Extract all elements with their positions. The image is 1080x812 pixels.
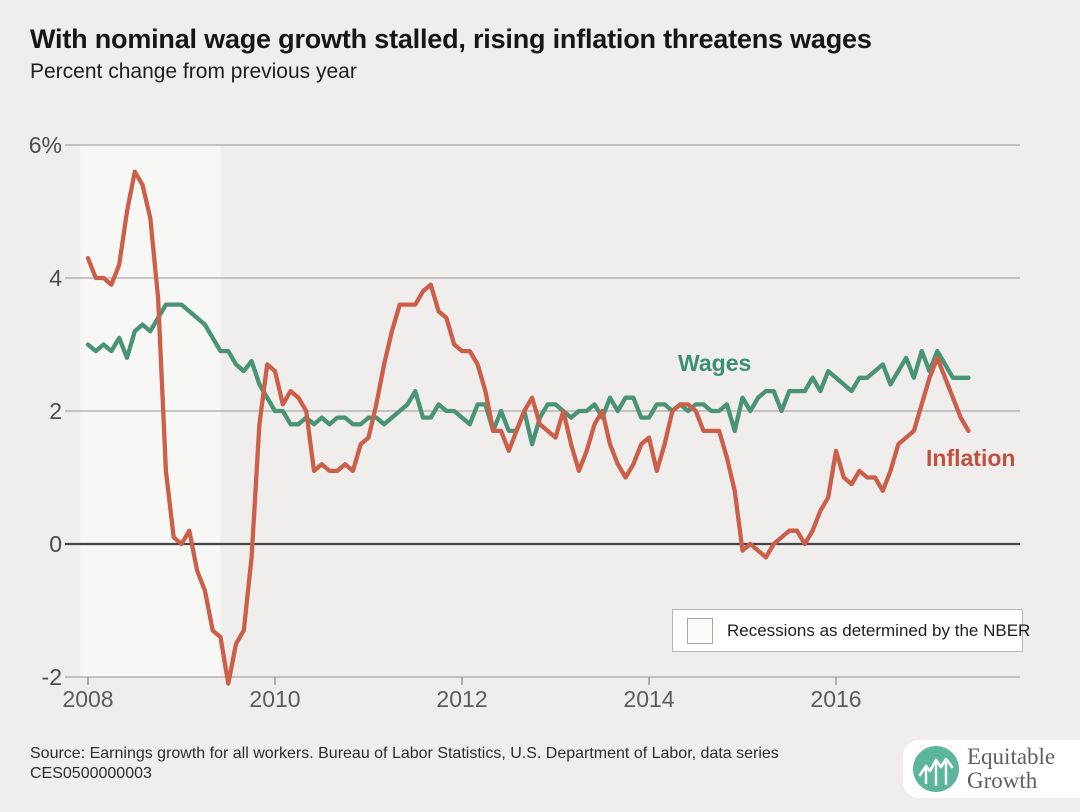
x-axis-label-2008: 2008: [62, 686, 114, 712]
source-line-2: CES0500000003: [30, 765, 152, 782]
wages-line: [85, 302, 971, 447]
y-axis-label-4: 4: [49, 265, 62, 291]
source-line-1: Source: Earnings growth for all workers.…: [30, 745, 779, 762]
source-note: Source: Earnings growth for all workers.…: [30, 744, 779, 784]
x-axis-label-2014: 2014: [623, 686, 675, 712]
equitable-growth-logo: Equitable Growth: [903, 740, 1080, 798]
recession-swatch-icon: [687, 617, 713, 644]
x-axis-label-2012: 2012: [436, 686, 488, 712]
x-axis-label-2016: 2016: [810, 686, 862, 712]
inflation-line: [85, 169, 971, 686]
x-axis-label-2010: 2010: [249, 686, 301, 712]
y-axis-label-6%: 6%: [28, 132, 62, 158]
logo-chart-icon: [913, 746, 959, 792]
page-title: With nominal wage growth stalled, rising…: [30, 24, 872, 54]
y-axis-label--2: -2: [41, 664, 62, 690]
legend-label: Recessions as determined by the NBER: [727, 620, 1031, 640]
inflation-series-label: Inflation: [926, 445, 1016, 471]
logo-wordmark: Equitable Growth: [967, 745, 1055, 793]
logo-word-2: Growth: [967, 768, 1038, 793]
legend-box: Recessions as determined by the NBER: [672, 609, 1030, 652]
y-axis-label-2: 2: [49, 398, 62, 424]
logo-word-1: Equitable: [967, 744, 1056, 769]
y-axis-label-0: 0: [49, 531, 62, 557]
wages-series-label: Wages: [678, 350, 752, 376]
page-subtitle: Percent change from previous year: [30, 60, 357, 83]
